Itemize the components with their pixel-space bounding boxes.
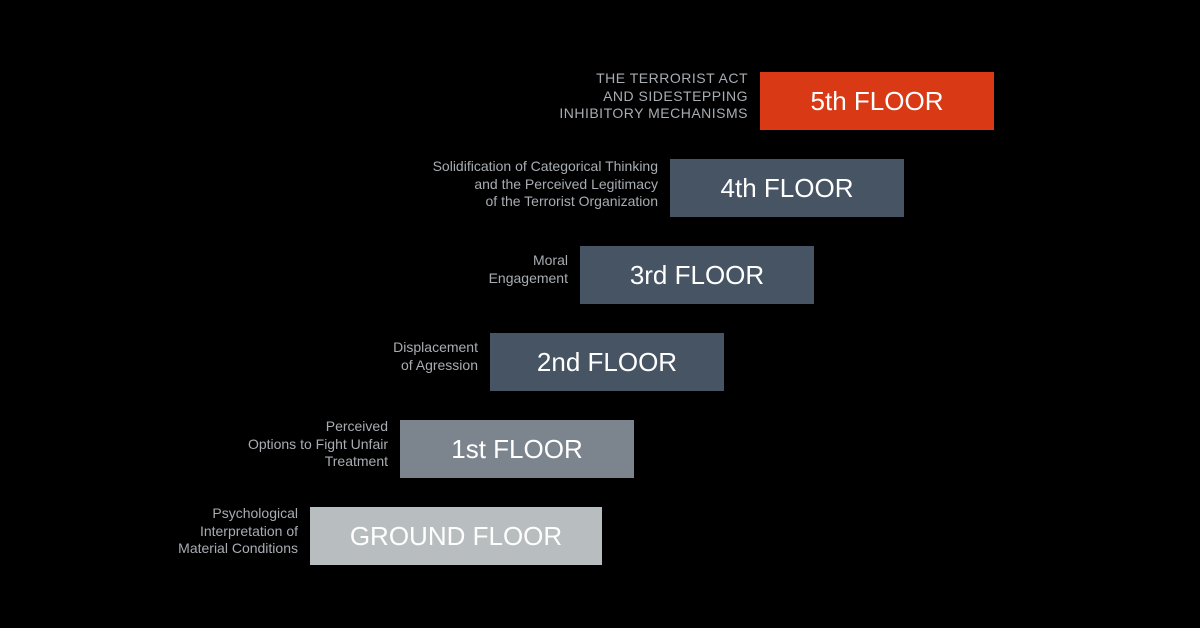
floor4-box: 4th FLOOR	[670, 159, 904, 217]
ground-description-line: Interpretation of	[0, 523, 298, 541]
floor1-box: 1st FLOOR	[400, 420, 634, 478]
floor1-description-line: Treatment	[0, 453, 388, 471]
floor2-description: Displacementof Agression	[78, 339, 478, 374]
ground-label: GROUND FLOOR	[350, 521, 562, 552]
floor3-description-line: Moral	[168, 252, 568, 270]
ground-description-line: Psychological	[0, 505, 298, 523]
floor2-description-line: of Agression	[78, 357, 478, 375]
floor5-description-line: THE TERRORIST ACT	[348, 70, 748, 88]
floor2-box: 2nd FLOOR	[490, 333, 724, 391]
floor5-description-line: AND SIDESTEPPING	[348, 88, 748, 106]
floor5-description: THE TERRORIST ACTAND SIDESTEPPINGINHIBIT…	[348, 70, 748, 123]
floor5-label: 5th FLOOR	[811, 86, 944, 117]
floor3-label: 3rd FLOOR	[630, 260, 764, 291]
floor3-description-line: Engagement	[168, 270, 568, 288]
floor5-box: 5th FLOOR	[760, 72, 994, 130]
floor3-description: MoralEngagement	[168, 252, 568, 287]
staircase-diagram: 5th FLOOR THE TERRORIST ACTAND SIDESTEPPI…	[0, 0, 1200, 628]
floor2-label: 2nd FLOOR	[537, 347, 677, 378]
ground-box: GROUND FLOOR	[310, 507, 602, 565]
floor4-description-line: of the Terrorist Organization	[258, 193, 658, 211]
floor4-description-line: Solidification of Categorical Thinking	[258, 158, 658, 176]
floor4-description: Solidification of Categorical Thinkingan…	[258, 158, 658, 211]
floor4-label: 4th FLOOR	[721, 173, 854, 204]
ground-description-line: Material Conditions	[0, 540, 298, 558]
floor3-box: 3rd FLOOR	[580, 246, 814, 304]
floor4-description-line: and the Perceived Legitimacy	[258, 176, 658, 194]
floor2-description-line: Displacement	[78, 339, 478, 357]
floor1-description-line: Options to Fight Unfair	[0, 436, 388, 454]
ground-description: PsychologicalInterpretation ofMaterial C…	[0, 505, 298, 558]
floor1-label: 1st FLOOR	[451, 434, 582, 465]
floor5-description-line: INHIBITORY MECHANISMS	[348, 105, 748, 123]
floor1-description: PerceivedOptions to Fight UnfairTreatmen…	[0, 418, 388, 471]
floor1-description-line: Perceived	[0, 418, 388, 436]
